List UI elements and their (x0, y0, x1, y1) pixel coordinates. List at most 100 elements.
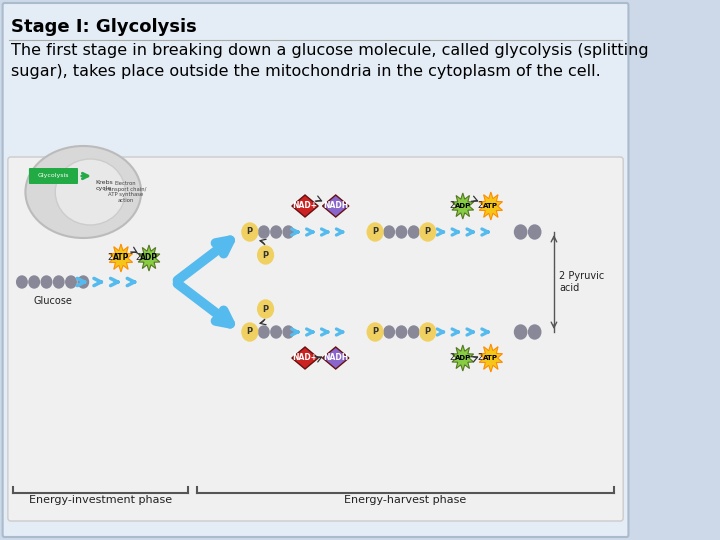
Circle shape (408, 226, 419, 238)
Circle shape (78, 276, 89, 288)
Circle shape (258, 326, 269, 338)
Text: Krebs
cycle: Krebs cycle (96, 180, 113, 191)
Text: P: P (425, 227, 431, 237)
FancyArrowPatch shape (452, 229, 459, 235)
FancyArrowPatch shape (322, 329, 328, 335)
Circle shape (258, 246, 274, 264)
Text: 2: 2 (477, 354, 483, 362)
FancyArrowPatch shape (322, 229, 328, 235)
Text: NADH: NADH (323, 201, 348, 211)
FancyArrowPatch shape (292, 329, 298, 335)
Circle shape (408, 326, 419, 338)
Circle shape (384, 326, 395, 338)
FancyArrowPatch shape (336, 329, 343, 335)
Text: The first stage in breaking down a glucose molecule, called glycolysis (splittin: The first stage in breaking down a gluco… (11, 43, 648, 79)
Polygon shape (480, 344, 503, 372)
Text: ADP: ADP (454, 203, 471, 209)
Circle shape (17, 276, 27, 288)
Text: 2: 2 (477, 201, 483, 211)
Text: P: P (247, 327, 253, 336)
Text: P: P (372, 327, 378, 336)
Text: ATP: ATP (113, 253, 129, 262)
Circle shape (242, 323, 258, 341)
FancyArrowPatch shape (482, 229, 488, 235)
Text: NAD+: NAD+ (292, 201, 318, 211)
Polygon shape (109, 244, 132, 272)
Circle shape (271, 226, 282, 238)
FancyBboxPatch shape (3, 3, 629, 537)
FancyArrowPatch shape (178, 240, 230, 280)
Text: Energy-investment phase: Energy-investment phase (30, 495, 172, 505)
Text: 2: 2 (136, 253, 141, 262)
Polygon shape (323, 195, 349, 217)
FancyArrowPatch shape (94, 279, 102, 286)
FancyArrowPatch shape (467, 229, 473, 235)
Circle shape (41, 276, 52, 288)
Circle shape (53, 276, 64, 288)
Text: Glucose: Glucose (33, 296, 72, 306)
Polygon shape (480, 192, 503, 220)
FancyArrowPatch shape (467, 329, 473, 335)
Text: P: P (372, 227, 378, 237)
Circle shape (258, 300, 274, 318)
Text: P: P (263, 251, 269, 260)
FancyArrowPatch shape (452, 329, 459, 335)
Text: NAD+: NAD+ (292, 354, 318, 362)
Text: Energy-harvest phase: Energy-harvest phase (344, 495, 467, 505)
Circle shape (242, 223, 258, 241)
FancyArrowPatch shape (482, 329, 488, 335)
Circle shape (283, 326, 294, 338)
Circle shape (420, 323, 436, 341)
Text: NADH: NADH (323, 354, 348, 362)
Text: 2: 2 (108, 253, 113, 262)
Ellipse shape (55, 159, 125, 225)
FancyArrowPatch shape (307, 229, 312, 235)
Polygon shape (323, 347, 349, 369)
Text: Glycolysis: Glycolysis (37, 173, 69, 179)
Text: 2 Pyruvic
acid: 2 Pyruvic acid (559, 271, 605, 293)
FancyArrowPatch shape (336, 229, 343, 235)
Circle shape (396, 226, 407, 238)
Text: 2: 2 (450, 354, 455, 362)
Circle shape (258, 226, 269, 238)
Circle shape (367, 223, 383, 241)
FancyBboxPatch shape (8, 157, 624, 521)
Circle shape (384, 226, 395, 238)
Ellipse shape (25, 146, 141, 238)
Text: P: P (247, 227, 253, 237)
Circle shape (528, 325, 541, 339)
Text: ADP: ADP (454, 355, 471, 361)
Circle shape (528, 225, 541, 239)
FancyArrowPatch shape (437, 329, 444, 335)
Text: ADP: ADP (140, 253, 158, 262)
FancyArrowPatch shape (81, 173, 88, 179)
Circle shape (283, 226, 294, 238)
FancyArrowPatch shape (437, 229, 444, 235)
Text: 2: 2 (450, 201, 455, 211)
FancyArrowPatch shape (127, 279, 135, 286)
Text: Electron
transport chain/
ATP synthase
action: Electron transport chain/ ATP synthase a… (104, 181, 147, 203)
FancyArrowPatch shape (178, 284, 230, 324)
Circle shape (420, 223, 436, 241)
Circle shape (29, 276, 40, 288)
Text: P: P (425, 327, 431, 336)
FancyBboxPatch shape (29, 168, 78, 184)
FancyArrowPatch shape (292, 229, 298, 235)
Polygon shape (292, 195, 318, 217)
Circle shape (515, 225, 527, 239)
FancyArrowPatch shape (77, 279, 84, 286)
Circle shape (367, 323, 383, 341)
FancyArrowPatch shape (111, 279, 118, 286)
Text: ATP: ATP (483, 203, 498, 209)
Text: Stage I: Glycolysis: Stage I: Glycolysis (11, 18, 197, 36)
Text: P: P (263, 305, 269, 314)
Polygon shape (292, 347, 318, 369)
Polygon shape (452, 193, 474, 219)
Circle shape (396, 326, 407, 338)
Circle shape (66, 276, 76, 288)
Polygon shape (138, 245, 160, 271)
Circle shape (271, 326, 282, 338)
Text: ATP: ATP (483, 355, 498, 361)
Polygon shape (452, 345, 474, 371)
FancyArrowPatch shape (307, 329, 312, 335)
